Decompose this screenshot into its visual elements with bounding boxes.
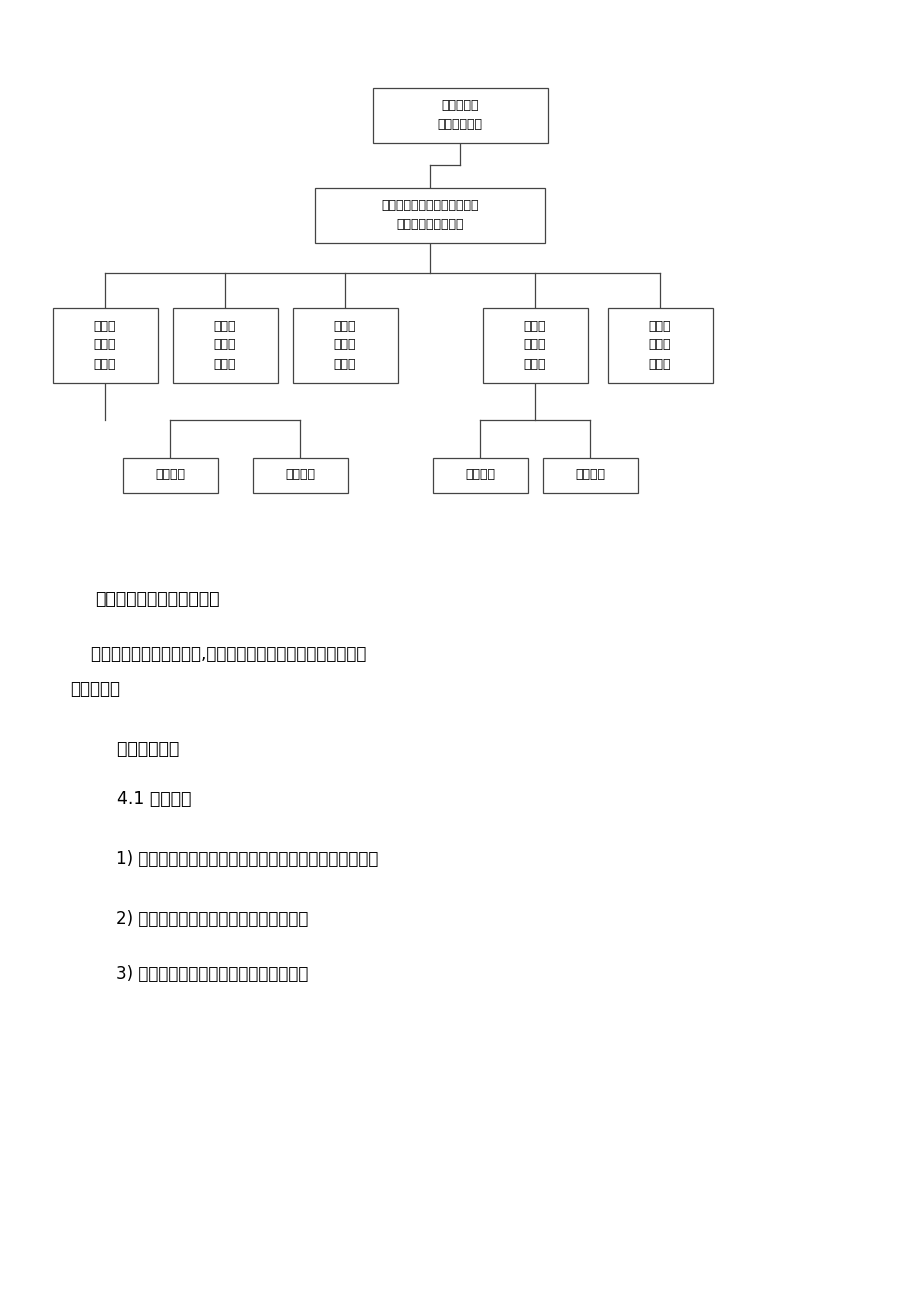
- Bar: [314, 187, 544, 242]
- Text: 工程组
组长；
成员；: 工程组 组长； 成员；: [334, 319, 356, 371]
- Text: 项目经理；
项目副经理；: 项目经理； 项目副经理；: [437, 99, 482, 132]
- Text: 3) 积极配合基建部、当地政府开展工作；: 3) 积极配合基建部、当地政府开展工作；: [95, 965, 308, 983]
- Bar: [292, 307, 397, 383]
- Bar: [607, 307, 711, 383]
- Text: 办公室
主任；
成员；: 办公室 主任； 成员；: [94, 319, 116, 371]
- Text: 材料组
组长；
成员；: 材料组 组长； 成员；: [213, 319, 236, 371]
- Text: 经营组
组长；
成员；: 经营组 组长； 成员；: [523, 319, 546, 371]
- Text: 四、施工方案: 四、施工方案: [95, 740, 179, 758]
- Bar: [252, 457, 347, 492]
- Text: 财务组
组长；
成员；: 财务组 组长； 成员；: [648, 319, 671, 371]
- Text: 2) 由于平场工作量较大，采用机械平场；: 2) 由于平场工作量较大，采用机械平场；: [95, 910, 308, 928]
- Text: 施工一队: 施工一队: [154, 469, 185, 482]
- Text: 施工三队: 施工三队: [464, 469, 494, 482]
- Bar: [482, 307, 587, 383]
- Bar: [173, 307, 278, 383]
- Text: 项目总工（土建）；（外聘）
项目总工（电气）；: 项目总工（土建）；（外聘） 项目总工（电气）；: [380, 199, 478, 230]
- Bar: [542, 457, 637, 492]
- Bar: [372, 87, 547, 142]
- Bar: [122, 457, 217, 492]
- Text: 三、施工现场总平面布置图: 三、施工现场总平面布置图: [95, 590, 220, 608]
- Bar: [52, 307, 157, 383]
- Bar: [432, 457, 527, 492]
- Text: 施工二队: 施工二队: [285, 469, 314, 482]
- Text: 图（一）。: 图（一）。: [70, 680, 119, 698]
- Text: 施工四队: 施工四队: [574, 469, 605, 482]
- Text: 4.1 施工准备: 4.1 施工准备: [95, 790, 191, 809]
- Text: 1) 首先进行围墙中心线放线、定位，场地方格网的测量。: 1) 首先进行围墙中心线放线、定位，场地方格网的测量。: [95, 850, 378, 868]
- Text: 施工生活临建布置在站外,生产临建布置于站内，具体布置见附: 施工生活临建布置在站外,生产临建布置于站内，具体布置见附: [70, 644, 366, 663]
